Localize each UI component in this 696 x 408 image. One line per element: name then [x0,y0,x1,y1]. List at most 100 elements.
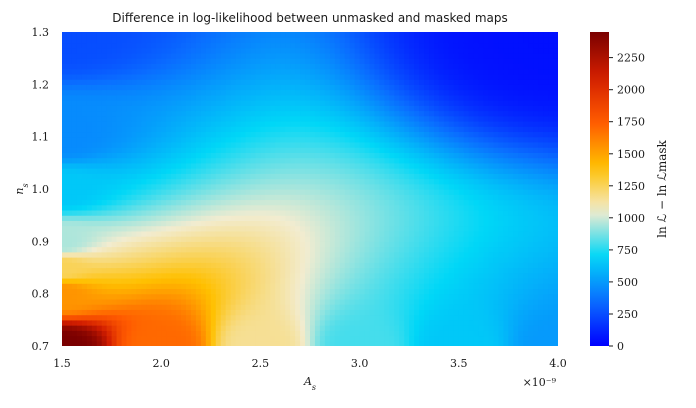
heatmap-cell [359,251,366,258]
heatmap-cell [280,277,286,284]
heatmap-cell [429,241,435,248]
heatmap-cell [379,37,385,44]
heatmap-cell [71,251,78,258]
heatmap-cell [260,293,266,300]
heatmap-cell [250,73,257,80]
heatmap-cell [389,63,395,70]
heatmap-cell [295,325,301,331]
heatmap-cell [354,230,361,237]
heatmap-cell [136,63,142,70]
heatmap-cell [364,52,371,59]
heatmap-cell [270,173,276,180]
heatmap-cell [300,105,306,112]
heatmap-cell [389,257,395,263]
heatmap-cell [458,178,465,185]
heatmap-cell [359,73,366,80]
heatmap-cell [414,141,420,148]
heatmap-cell [339,283,346,290]
heatmap-cell [399,126,405,133]
heatmap-cell [195,131,202,138]
heatmap-cell [374,168,381,174]
heatmap-cell [414,120,420,127]
heatmap-cell [200,230,207,237]
heatmap-cell [166,236,172,242]
heatmap-cell [463,209,470,216]
heatmap-cell [176,32,182,38]
heatmap-cell [314,298,321,305]
heatmap-cell [414,131,420,138]
heatmap-cell [81,230,88,237]
heatmap-cell [280,262,286,269]
heatmap-cell [265,298,271,305]
heatmap-cell [468,183,475,190]
heatmap-cell [354,257,361,263]
heatmap-cell [62,32,68,38]
heatmap-cell [255,47,261,54]
heatmap-cell [300,319,306,326]
heatmap-cell [151,309,157,316]
heatmap-cell [255,131,261,138]
heatmap-cell [448,178,455,185]
heatmap-cell [181,283,187,290]
heatmap-cell [290,152,296,159]
heatmap-cell [290,100,296,106]
heatmap-cell [141,131,147,138]
heatmap-cell [181,126,187,133]
heatmap-cell [195,120,202,127]
heatmap-cell [305,162,311,169]
heatmap-cell [210,52,217,59]
heatmap-cell [404,58,410,64]
heatmap-cell [374,189,381,195]
heatmap-cell [389,147,395,153]
heatmap-cell [314,105,321,112]
heatmap-cell [146,84,152,91]
heatmap-cell [81,136,88,143]
heatmap-cell [280,100,286,106]
heatmap-cell [434,335,440,342]
heatmap-cell [374,325,381,331]
heatmap-cell [81,220,88,227]
heatmap-cell [81,335,88,342]
heatmap-cell [429,47,435,54]
heatmap-cell [136,293,142,300]
heatmap-cell [339,230,346,237]
heatmap-cell [364,199,371,206]
heatmap-cell [255,319,261,326]
heatmap-cell [295,79,301,85]
heatmap-cell [91,283,98,290]
heatmap-cell [434,215,440,221]
heatmap-cell [126,162,133,169]
heatmap-cell [384,298,390,305]
heatmap-cell [81,267,88,274]
heatmap-cell [250,283,257,290]
heatmap-cell [81,178,88,185]
heatmap-cell [106,215,113,221]
heatmap-cell [285,251,291,258]
heatmap-cell [319,199,326,206]
heatmap-cell [101,251,108,258]
heatmap-cell [354,241,361,248]
heatmap-cell [310,236,316,242]
heatmap-cell [136,257,142,263]
heatmap-cell [334,325,341,331]
heatmap-cell [136,277,142,284]
heatmap-cell [210,105,217,112]
heatmap-cell [240,330,247,337]
heatmap-cell [176,215,182,221]
heatmap-cell [314,288,321,295]
heatmap-cell [384,100,390,106]
heatmap-cell [334,47,341,54]
heatmap-cell [101,168,108,174]
heatmap-cell [215,257,222,263]
heatmap-cell [349,84,356,91]
heatmap-cell [141,257,147,263]
heatmap-cell [86,293,93,300]
heatmap-cell [76,136,83,143]
heatmap-cell [429,215,435,221]
heatmap-cell [369,84,376,91]
heatmap-cell [329,68,336,75]
heatmap-cell [62,241,68,248]
heatmap-cell [443,335,450,342]
heatmap-cell [379,272,385,279]
heatmap-cell [235,105,242,112]
